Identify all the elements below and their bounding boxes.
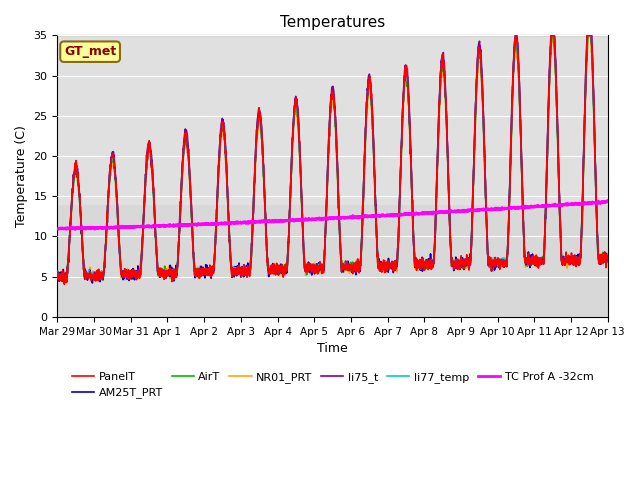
AM25T_PRT — [513, 33, 520, 38]
li77_temp — [556, 199, 563, 204]
li75_t — [571, 252, 579, 258]
AM25T_PRT — [207, 276, 215, 281]
AM25T_PRT — [349, 264, 356, 270]
li77_temp — [207, 270, 215, 276]
AirT — [361, 157, 369, 163]
Legend: PanelT, AM25T_PRT, AirT, NR01_PRT, li75_t, li77_temp, TC Prof A -32cm: PanelT, AM25T_PRT, AirT, NR01_PRT, li75_… — [67, 368, 598, 403]
Title: Temperatures: Temperatures — [280, 15, 385, 30]
PanelT — [60, 281, 68, 287]
Line: li77_temp: li77_temp — [58, 36, 608, 279]
TC Prof A -32cm — [361, 214, 369, 220]
li75_t — [349, 264, 356, 270]
TC Prof A -32cm — [72, 227, 79, 232]
PanelT — [493, 261, 500, 266]
li75_t — [54, 274, 61, 280]
PanelT — [556, 201, 563, 206]
PanelT — [604, 257, 612, 263]
PanelT — [512, 33, 520, 38]
TC Prof A -32cm — [556, 202, 563, 208]
TC Prof A -32cm — [604, 198, 612, 204]
TC Prof A -32cm — [604, 198, 611, 204]
li75_t — [604, 254, 612, 260]
AM25T_PRT — [556, 197, 563, 203]
NR01_PRT — [349, 264, 356, 269]
AirT — [604, 258, 612, 264]
li77_temp — [493, 259, 500, 264]
li75_t — [511, 33, 519, 38]
Bar — [58, 36, 608, 204]
li77_temp — [547, 33, 555, 38]
Line: PanelT: PanelT — [58, 36, 608, 284]
Line: AirT: AirT — [58, 36, 608, 280]
TC Prof A -32cm — [571, 201, 579, 207]
NR01_PRT — [493, 262, 500, 268]
AirT — [493, 257, 500, 263]
NR01_PRT — [86, 278, 94, 284]
AM25T_PRT — [54, 270, 61, 276]
Line: TC Prof A -32cm: TC Prof A -32cm — [58, 201, 608, 229]
NR01_PRT — [571, 256, 579, 262]
AirT — [349, 263, 356, 268]
TC Prof A -32cm — [54, 226, 61, 232]
PanelT — [571, 257, 579, 263]
TC Prof A -32cm — [349, 215, 356, 220]
li77_temp — [349, 263, 356, 269]
AM25T_PRT — [493, 264, 500, 269]
PanelT — [361, 155, 369, 161]
Line: li75_t: li75_t — [58, 36, 608, 280]
TC Prof A -32cm — [207, 221, 215, 227]
li77_temp — [604, 254, 612, 260]
li75_t — [493, 260, 500, 266]
AM25T_PRT — [571, 256, 579, 262]
Y-axis label: Temperature (C): Temperature (C) — [15, 125, 28, 227]
AirT — [54, 272, 61, 278]
PanelT — [207, 273, 215, 279]
li77_temp — [97, 276, 104, 282]
AM25T_PRT — [88, 280, 96, 286]
X-axis label: Time: Time — [317, 342, 348, 355]
PanelT — [54, 268, 61, 274]
li77_temp — [54, 274, 61, 280]
PanelT — [349, 265, 356, 271]
AM25T_PRT — [361, 156, 369, 162]
Line: AM25T_PRT: AM25T_PRT — [58, 36, 608, 283]
li75_t — [54, 277, 61, 283]
Line: NR01_PRT: NR01_PRT — [58, 36, 608, 281]
TC Prof A -32cm — [493, 206, 500, 212]
AirT — [207, 267, 215, 273]
NR01_PRT — [361, 164, 369, 169]
li75_t — [556, 200, 563, 205]
NR01_PRT — [556, 204, 563, 209]
li75_t — [361, 152, 369, 158]
AirT — [571, 258, 579, 264]
li75_t — [207, 269, 215, 275]
AirT — [99, 277, 107, 283]
NR01_PRT — [548, 33, 556, 38]
AM25T_PRT — [604, 259, 612, 264]
NR01_PRT — [207, 268, 215, 274]
AirT — [548, 33, 556, 38]
NR01_PRT — [54, 275, 61, 280]
Text: GT_met: GT_met — [64, 45, 116, 58]
li77_temp — [571, 258, 579, 264]
li77_temp — [361, 156, 369, 162]
AirT — [556, 201, 563, 207]
NR01_PRT — [604, 257, 612, 263]
